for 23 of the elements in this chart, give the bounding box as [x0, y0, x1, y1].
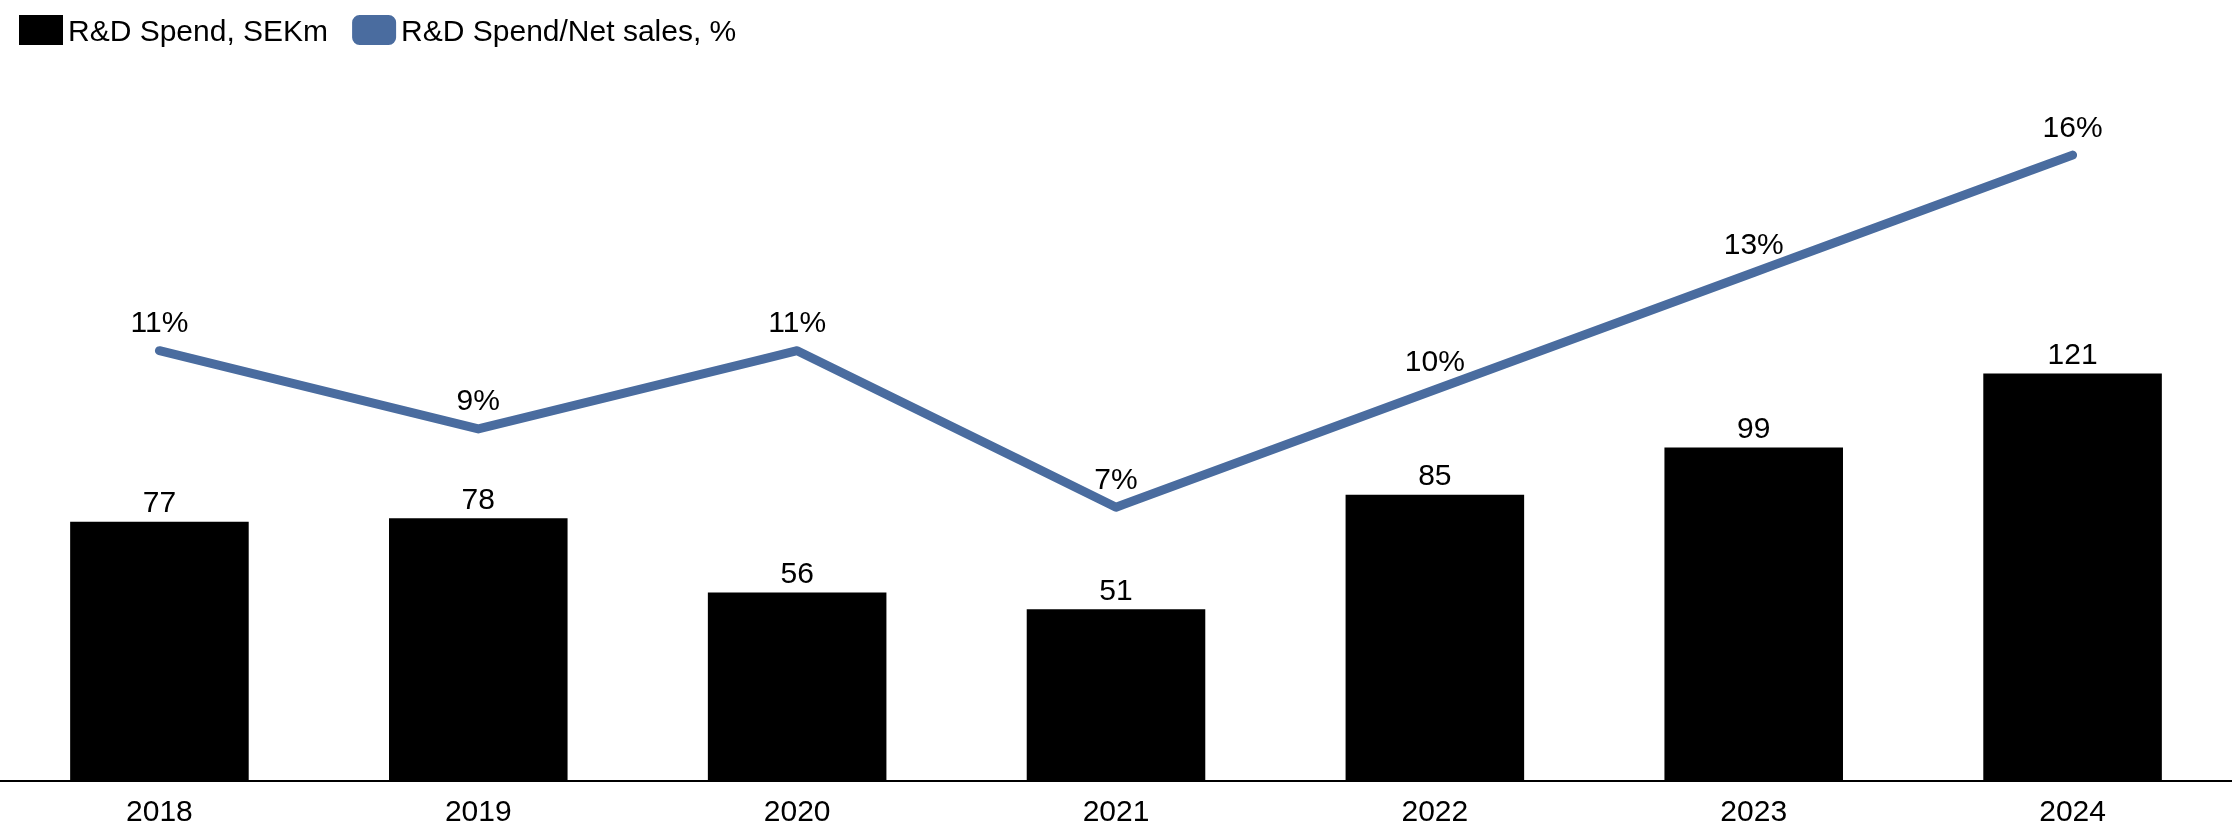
x-tick-label: 2021	[1082, 793, 1150, 827]
data-label: 121	[2047, 336, 2098, 370]
data-label: 51	[1099, 572, 1133, 606]
legend-label: R&D Spend, SEKm	[68, 13, 329, 47]
data-label: 13%	[1723, 226, 1784, 260]
data-label: 99	[1737, 411, 1771, 445]
data-label: 11%	[768, 305, 827, 339]
data-label: 10%	[1404, 344, 1465, 378]
x-tick-label: 2019	[444, 793, 512, 827]
x-tick-label: 2018	[126, 793, 193, 827]
data-label: 78	[461, 481, 495, 515]
legend-label: R&D Spend/Net sales, %	[401, 13, 737, 47]
x-tick-label: 2024	[2039, 793, 2106, 827]
x-tick-label: 2020	[763, 793, 831, 827]
data-label: 9%	[456, 383, 500, 417]
x-tick-label: 2022	[1401, 793, 1469, 827]
x-tick-label: 2023	[1720, 793, 1788, 827]
data-label: 85	[1418, 458, 1452, 492]
data-label: 16%	[2042, 109, 2103, 143]
data-label: 11%	[130, 305, 189, 339]
data-label: 77	[142, 485, 177, 519]
data-label: 56	[780, 555, 814, 589]
data-label: 7%	[1094, 461, 1138, 495]
